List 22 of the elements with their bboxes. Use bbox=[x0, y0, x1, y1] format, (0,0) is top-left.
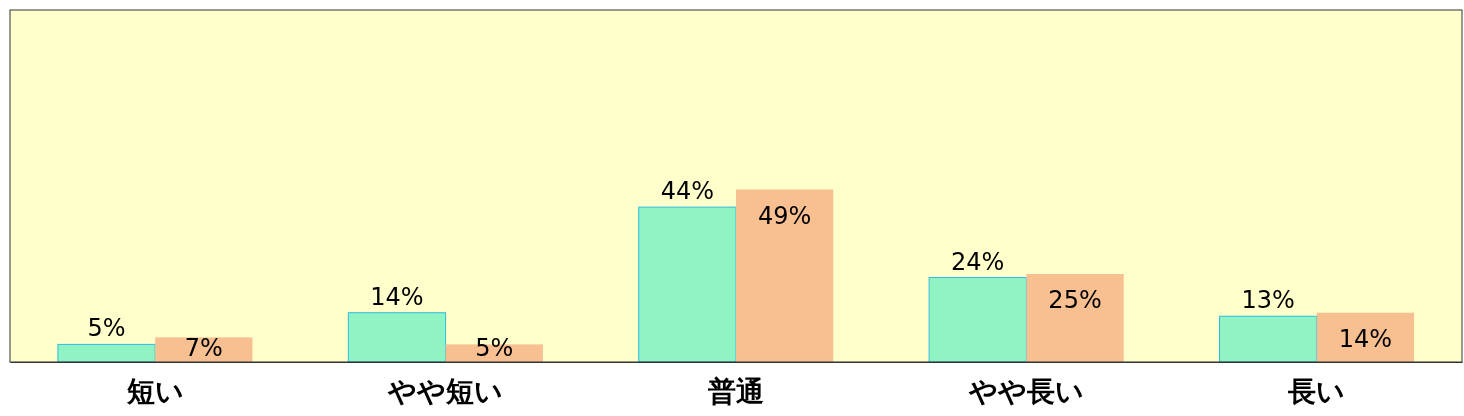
bar bbox=[736, 189, 834, 362]
data-label: 49% bbox=[757, 201, 812, 230]
bar bbox=[928, 277, 1027, 363]
data-label: 7% bbox=[184, 334, 223, 362]
x-tick-label: 短い bbox=[125, 375, 184, 409]
x-tick-label: 普通 bbox=[707, 375, 764, 409]
data-label: 44% bbox=[660, 177, 715, 206]
data-label: 25% bbox=[1048, 286, 1102, 314]
data-label: 5% bbox=[87, 314, 126, 343]
bar bbox=[1219, 315, 1318, 363]
data-label: 14% bbox=[1338, 324, 1393, 353]
x-tick-label: やや長い bbox=[967, 375, 1084, 409]
x-tick-label: 長い bbox=[1287, 375, 1346, 409]
bar bbox=[57, 343, 156, 363]
data-label: 13% bbox=[1241, 286, 1295, 315]
x-tick-label: やや短い bbox=[387, 375, 504, 409]
data-label: 5% bbox=[475, 334, 514, 362]
bar bbox=[1026, 274, 1124, 362]
data-label: 24% bbox=[951, 247, 1005, 276]
bar bbox=[347, 312, 447, 363]
data-label: 14% bbox=[370, 282, 424, 311]
bar bbox=[638, 206, 737, 363]
